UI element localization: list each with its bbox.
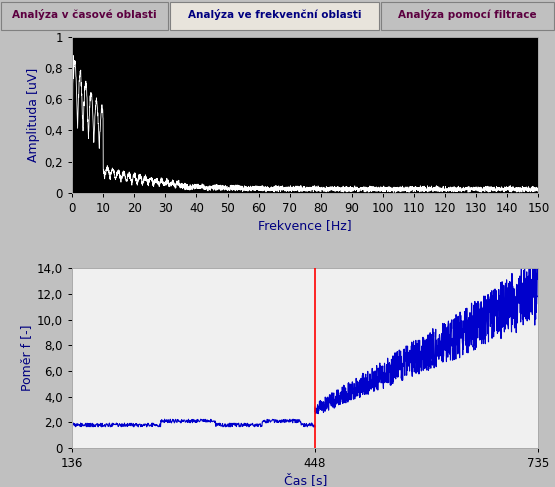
Bar	[170, 1, 379, 30]
X-axis label: Čas [s]: Čas [s]	[284, 474, 327, 487]
Text: Analýza v časové oblasti: Analýza v časové oblasti	[12, 9, 157, 20]
Bar	[1, 1, 168, 30]
X-axis label: Frekvence [Hz]: Frekvence [Hz]	[259, 219, 352, 232]
Y-axis label: Poměr f [-]: Poměr f [-]	[20, 325, 33, 392]
Text: Analýza pomocí filtrace: Analýza pomocí filtrace	[398, 9, 537, 20]
Bar	[381, 1, 554, 30]
Y-axis label: Amplituda [uV]: Amplituda [uV]	[27, 68, 41, 162]
Text: Analýza ve frekvenční oblasti: Analýza ve frekvenční oblasti	[188, 9, 361, 20]
